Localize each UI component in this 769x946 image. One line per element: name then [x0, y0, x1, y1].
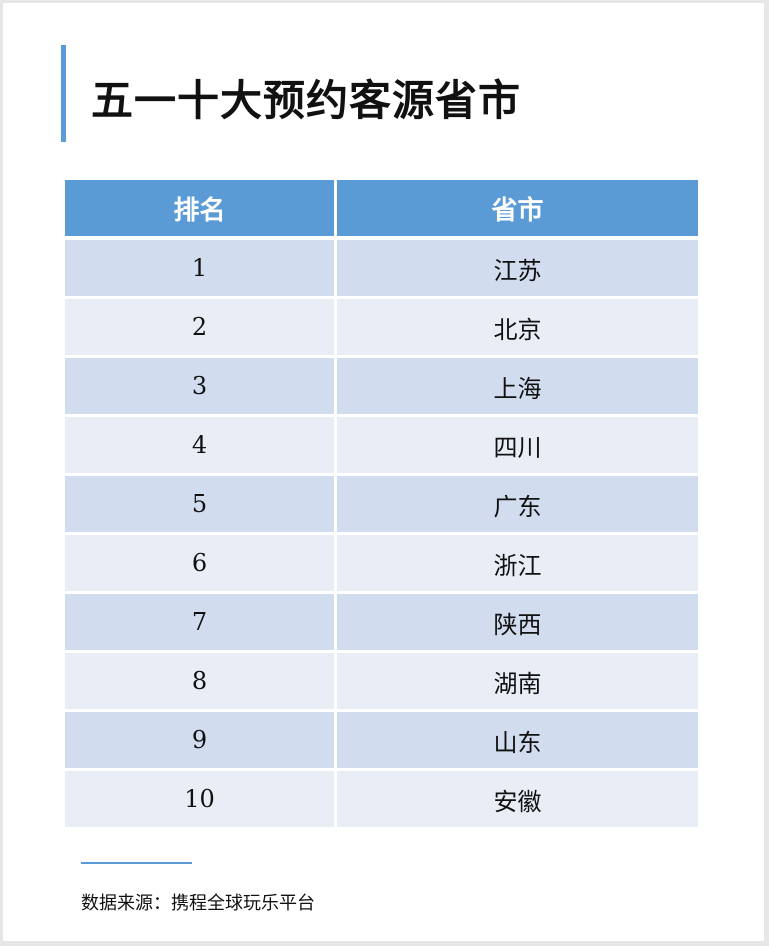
rank-cell: 1 [65, 240, 334, 296]
rank-cell: 9 [65, 712, 334, 768]
province-cell: 湖南 [337, 653, 698, 709]
table-header: 排名 省市 [65, 180, 698, 236]
table-row: 6 浙江 [65, 535, 698, 591]
rank-cell: 7 [65, 594, 334, 650]
page-title: 五一十大预约客源省市 [91, 76, 522, 125]
province-cell: 山东 [337, 712, 698, 768]
province-cell: 安徽 [337, 771, 698, 827]
table-row: 8 湖南 [65, 653, 698, 709]
province-cell: 浙江 [337, 535, 698, 591]
province-cell: 北京 [337, 299, 698, 355]
table-row: 10 安徽 [65, 771, 698, 827]
table-row: 4 四川 [65, 417, 698, 473]
rank-cell: 5 [65, 476, 334, 532]
province-cell: 四川 [337, 417, 698, 473]
title-accent-bar [61, 45, 66, 142]
province-cell: 陕西 [337, 594, 698, 650]
rank-cell: 3 [65, 358, 334, 414]
province-cell: 广东 [337, 476, 698, 532]
rank-cell: 6 [65, 535, 334, 591]
province-cell: 上海 [337, 358, 698, 414]
table-row: 2 北京 [65, 299, 698, 355]
table-row: 1 江苏 [65, 240, 698, 296]
header-rank: 排名 [65, 180, 334, 236]
province-cell: 江苏 [337, 240, 698, 296]
rank-cell: 8 [65, 653, 334, 709]
ranking-table: 排名 省市 1 江苏 2 北京 3 上海 4 四川 5 广东 6 浙江 7 陕西 8 湖南 9 山东 10 安徽 [65, 180, 698, 830]
header-province: 省市 [337, 180, 698, 236]
table-row: 5 广东 [65, 476, 698, 532]
rank-cell: 10 [65, 771, 334, 827]
table-row: 3 上海 [65, 358, 698, 414]
table-row: 9 山东 [65, 712, 698, 768]
card: 五一十大预约客源省市 排名 省市 1 江苏 2 北京 3 上海 4 四川 5 广东 6 浙江 7 陕西 8 湖… [3, 3, 764, 941]
table-row: 7 陕西 [65, 594, 698, 650]
rank-cell: 2 [65, 299, 334, 355]
footer-divider [81, 862, 192, 864]
rank-cell: 4 [65, 417, 334, 473]
source-note: 数据来源：携程全球玩乐平台 [81, 893, 315, 914]
